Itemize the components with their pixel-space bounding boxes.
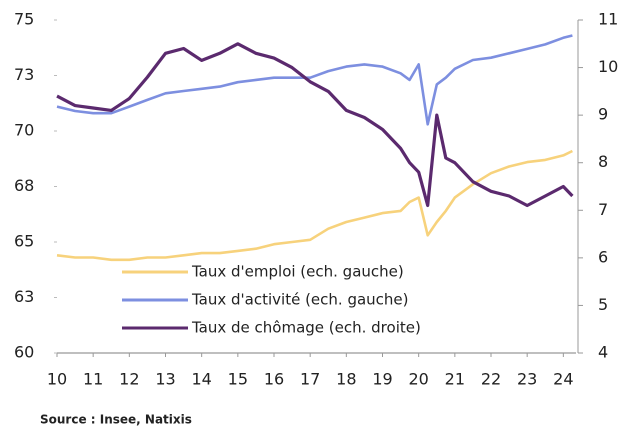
x-tick-label: 19 bbox=[372, 370, 392, 389]
x-tick-label: 22 bbox=[481, 370, 501, 389]
y-tick-label: 65 bbox=[14, 232, 34, 251]
series-line bbox=[56, 149, 573, 262]
x-tick-label: 12 bbox=[119, 370, 139, 389]
y2-tick-label: 7 bbox=[598, 200, 608, 219]
x-tick-label: 21 bbox=[445, 370, 465, 389]
y-tick-label: 75 bbox=[14, 10, 34, 29]
source: Source : Insee, Natixis bbox=[40, 413, 192, 427]
x-tick-label: 15 bbox=[228, 370, 248, 389]
x-tick-label: 23 bbox=[517, 370, 537, 389]
x-tick-label: 20 bbox=[408, 370, 428, 389]
y2-tick-label: 11 bbox=[598, 10, 618, 29]
y-tick-label: 70 bbox=[14, 121, 34, 140]
x-tick-label: 11 bbox=[83, 370, 103, 389]
y2-tick-label: 4 bbox=[598, 343, 608, 362]
y-tick-label: 73 bbox=[14, 65, 34, 84]
series-line bbox=[56, 42, 574, 208]
legend-label: Taux d'activité (ech. gauche) bbox=[191, 291, 409, 309]
x-tick-label: 14 bbox=[191, 370, 211, 389]
legend-label: Taux d'emploi (ech. gauche) bbox=[191, 263, 404, 281]
x-tick-label: 10 bbox=[47, 370, 67, 389]
legend-label: Taux de chômage (ech. droite) bbox=[191, 319, 421, 337]
y-tick-label: 68 bbox=[14, 176, 34, 195]
y2-tick-label: 8 bbox=[598, 152, 608, 171]
x-tick-label: 18 bbox=[336, 370, 356, 389]
x-tick-label: 24 bbox=[553, 370, 573, 389]
y-tick-label: 63 bbox=[14, 287, 34, 306]
y-tick-label: 60 bbox=[14, 343, 34, 362]
y2-tick-label: 9 bbox=[598, 105, 608, 124]
x-tick-label: 13 bbox=[155, 370, 175, 389]
y2-tick-label: 6 bbox=[598, 247, 608, 266]
y2-tick-label: 10 bbox=[598, 57, 618, 76]
series-line bbox=[56, 34, 573, 126]
x-tick-label: 17 bbox=[300, 370, 320, 389]
y2-tick-label: 5 bbox=[598, 295, 608, 314]
x-tick-label: 16 bbox=[264, 370, 284, 389]
